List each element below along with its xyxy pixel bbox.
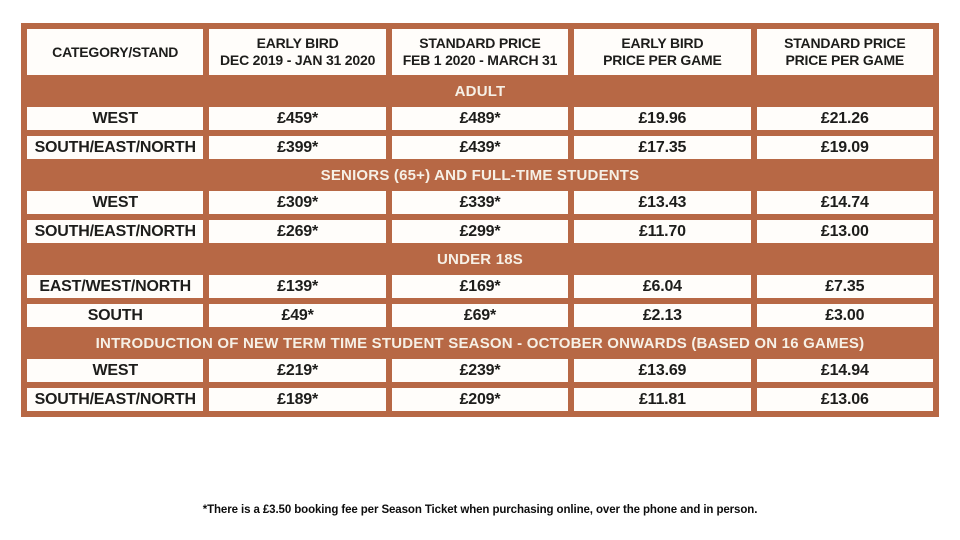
pricing-table-body: ADULT WEST £459* £489* £19.96 £21.26 SOUTH/EAS… [20, 75, 940, 417]
price-cell: £11.81 [568, 382, 757, 417]
section-title: ADULT [21, 75, 939, 107]
section-band-row: ADULT [21, 75, 939, 107]
category-cell: WEST [20, 101, 210, 136]
price-cell: £69* [385, 298, 575, 333]
price-cell: £13.00 [750, 214, 940, 249]
header-cell-4: STANDARD PRICE PRICE PER GAME [750, 23, 940, 81]
section-band-row: SENIORS (65+) AND FULL-TIME STUDENTS [21, 159, 939, 191]
price-cell: £3.00 [750, 298, 940, 333]
price-cell: £14.94 [750, 353, 940, 388]
price-cell: £19.96 [568, 101, 757, 136]
price-cell: £13.43 [568, 185, 757, 220]
category-cell: SOUTH [20, 298, 210, 333]
category-cell: SOUTH/EAST/NORTH [20, 214, 210, 249]
header-cell-1: EARLY BIRD DEC 2019 - JAN 31 2020 [203, 23, 392, 81]
price-cell: £17.35 [568, 130, 757, 165]
pricing-table-header: CATEGORY/STAND EARLY BIRD DEC 2019 - JAN 3… [20, 23, 940, 81]
price-cell: £13.06 [750, 382, 940, 417]
price-cell: £239* [385, 353, 575, 388]
category-cell: SOUTH/EAST/NORTH [20, 382, 210, 417]
header-row: CATEGORY/STAND EARLY BIRD DEC 2019 - JAN 3… [20, 23, 940, 81]
header-line2: PRICE PER GAME [785, 52, 905, 68]
price-cell: £2.13 [568, 298, 757, 333]
price-cell: £459* [203, 101, 392, 136]
price-cell: £309* [203, 185, 392, 220]
header-line1: EARLY BIRD [256, 35, 339, 52]
header-line2: FEB 1 2020 - MARCH 31 [402, 52, 558, 68]
price-cell: £19.09 [750, 130, 940, 165]
table-row: SOUTH/EAST/NORTH £189* £209* £11.81 £13.06 [20, 382, 940, 417]
header-line1: CATEGORY/STAND [52, 43, 179, 60]
category-cell: WEST [20, 185, 210, 220]
price-cell: £169* [385, 269, 575, 304]
price-cell: £21.26 [750, 101, 940, 136]
table-row: SOUTH £49* £69* £2.13 £3.00 [20, 298, 940, 333]
price-cell: £11.70 [568, 214, 757, 249]
table-row: WEST £459* £489* £19.96 £21.26 [20, 101, 940, 136]
header-line1: EARLY BIRD [621, 35, 704, 52]
header-line2: DEC 2019 - JAN 31 2020 [220, 52, 376, 68]
price-cell: £209* [385, 382, 575, 417]
category-cell: WEST [20, 353, 210, 388]
price-cell: £13.69 [568, 353, 757, 388]
price-cell: £339* [385, 185, 575, 220]
category-cell: EAST/WEST/NORTH [20, 269, 210, 304]
booking-fee-footnote: *There is a £3.50 booking fee per Season… [202, 504, 758, 516]
price-cell: £439* [385, 130, 575, 165]
table-row: EAST/WEST/NORTH £139* £169* £6.04 £7.35 [20, 269, 940, 304]
header-cell-2: STANDARD PRICE FEB 1 2020 - MARCH 31 [385, 23, 575, 81]
table-row: SOUTH/EAST/NORTH £399* £439* £17.35 £19.09 [20, 130, 940, 165]
price-cell: £139* [203, 269, 392, 304]
section-band-row: INTRODUCTION OF NEW TERM TIME STUDENT SE… [21, 327, 939, 359]
section-title: UNDER 18S [21, 243, 939, 275]
section-title: INTRODUCTION OF NEW TERM TIME STUDENT SE… [21, 327, 939, 359]
table-row: WEST £309* £339* £13.43 £14.74 [20, 185, 940, 220]
pricing-table: CATEGORY/STAND EARLY BIRD DEC 2019 - JAN 3… [20, 23, 940, 417]
header-line2: PRICE PER GAME [603, 52, 722, 68]
section-title: SENIORS (65+) AND FULL-TIME STUDENTS [21, 159, 939, 191]
price-cell: £299* [385, 214, 575, 249]
section-band-row: UNDER 18S [21, 243, 939, 275]
header-cell-3: EARLY BIRD PRICE PER GAME [568, 23, 757, 81]
category-cell: SOUTH/EAST/NORTH [20, 130, 210, 165]
price-cell: £189* [203, 382, 392, 417]
header-line1: STANDARD PRICE [419, 35, 541, 52]
header-line1: STANDARD PRICE [784, 35, 906, 52]
price-cell: £6.04 [568, 269, 757, 304]
table-row: SOUTH/EAST/NORTH £269* £299* £11.70 £13.00 [20, 214, 940, 249]
price-cell: £219* [203, 353, 392, 388]
header-cell-0: CATEGORY/STAND [20, 23, 210, 81]
table-row: WEST £219* £239* £13.69 £14.94 [20, 353, 940, 388]
price-cell: £269* [203, 214, 392, 249]
price-cell: £399* [203, 130, 392, 165]
price-cell: £49* [203, 298, 392, 333]
price-cell: £489* [385, 101, 575, 136]
price-cell: £14.74 [750, 185, 940, 220]
price-cell: £7.35 [750, 269, 940, 304]
